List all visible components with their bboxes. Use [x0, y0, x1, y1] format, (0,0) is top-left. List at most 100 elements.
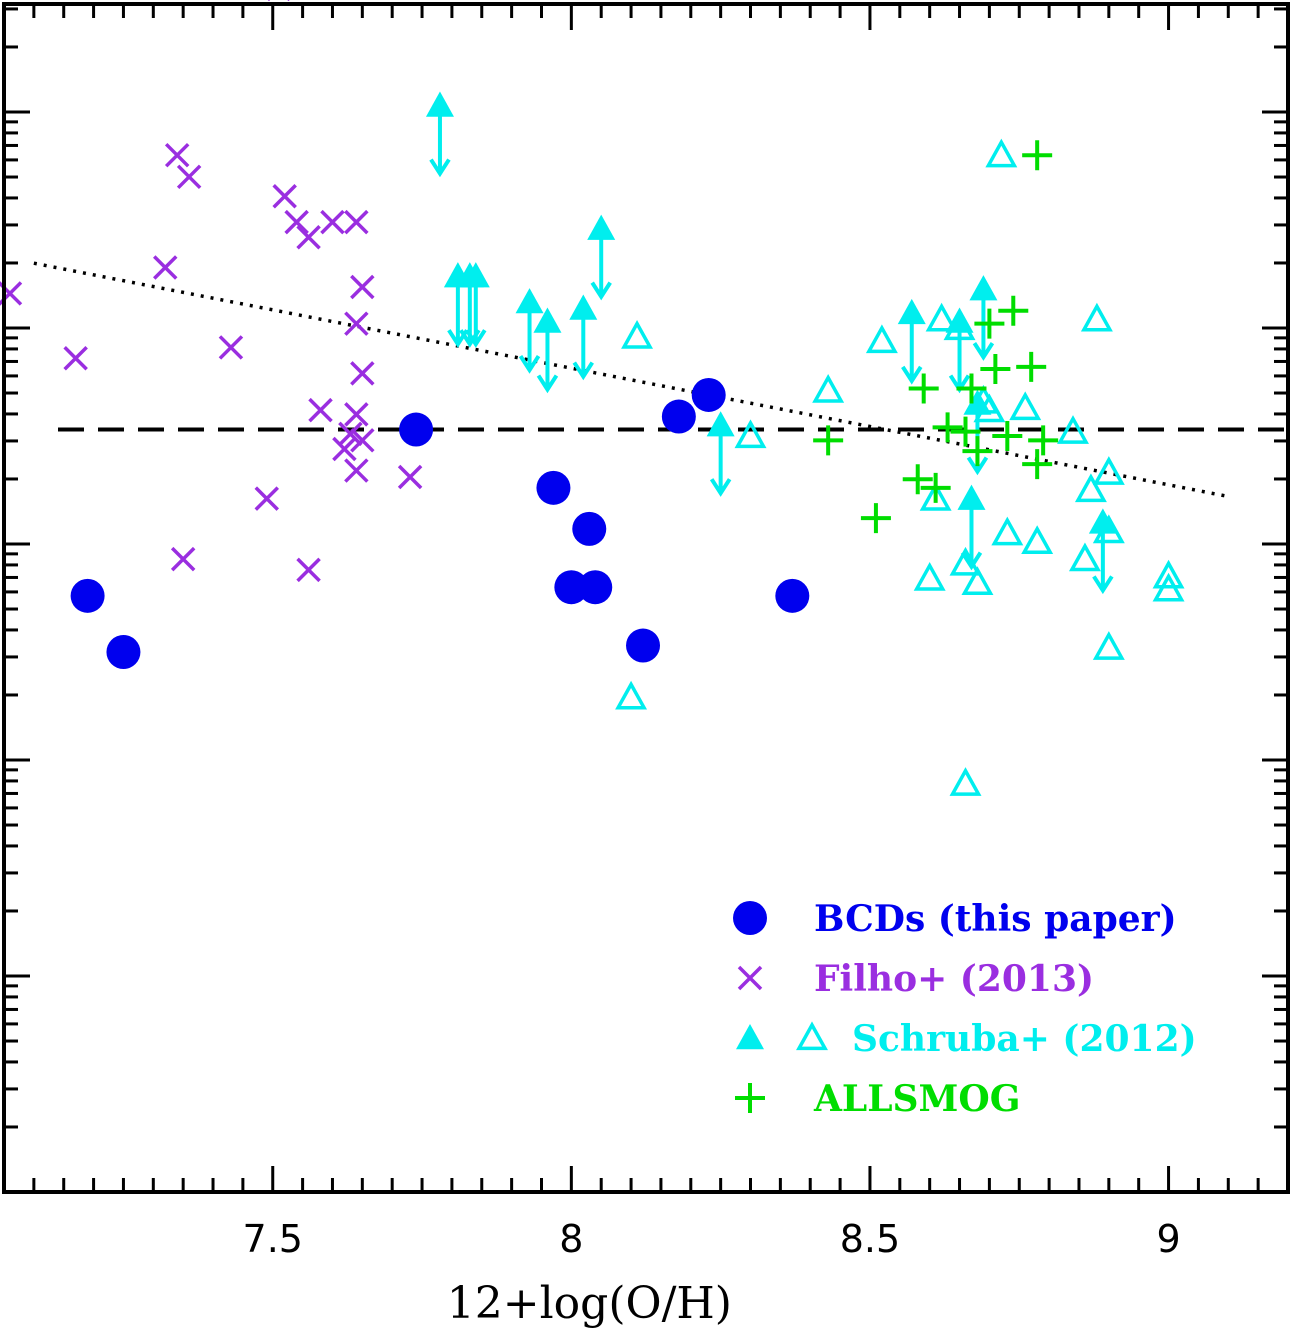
upper-limit-arrow	[590, 228, 612, 301]
data-point	[1021, 525, 1054, 554]
marker-shape	[969, 275, 998, 301]
upper-limit-arrow	[960, 498, 983, 571]
marker-shape	[569, 294, 598, 320]
marker-shape	[455, 262, 484, 288]
data-point	[991, 516, 1024, 546]
marker-shape	[425, 91, 454, 117]
x-tick-label: 9	[1156, 1217, 1180, 1261]
upper-limit-arrow	[429, 105, 451, 178]
data-point	[908, 373, 939, 404]
marker-shape	[737, 965, 763, 991]
marker-shape	[536, 470, 571, 505]
marker-shape	[615, 680, 648, 710]
data-point	[1088, 508, 1117, 595]
legend: BCDs (this paper) Filho+ (2013) Schruba+ (…	[733, 898, 1197, 1120]
legend-label: ALLSMOG	[813, 1078, 1021, 1120]
data-point	[399, 412, 434, 447]
x-tick-labels: 7.5 8 8.5 9	[243, 1217, 1181, 1261]
marker-shape	[1009, 391, 1042, 421]
data-point	[919, 482, 952, 511]
data-point	[106, 635, 141, 669]
data-point	[296, 225, 321, 250]
data-point	[925, 302, 958, 332]
marker-shape	[691, 377, 726, 412]
marker-shape	[1074, 473, 1107, 503]
marker-shape	[587, 214, 616, 240]
marker-shape	[985, 138, 1018, 168]
data-point	[397, 464, 423, 490]
marker-shape	[932, 412, 963, 443]
marker-shape	[956, 373, 987, 404]
data-point	[950, 416, 981, 447]
data-point	[812, 374, 845, 403]
marker-shape	[296, 557, 321, 583]
upper-limit-arrow	[518, 302, 541, 374]
data-point	[661, 399, 696, 434]
marker-shape	[945, 307, 974, 333]
marker-shape	[63, 346, 88, 371]
data-point	[344, 458, 369, 483]
data-point	[962, 436, 993, 467]
marker-shape	[176, 164, 202, 190]
data-point	[626, 628, 661, 663]
data-point	[932, 412, 963, 443]
marker-shape	[254, 486, 280, 511]
data-point	[164, 142, 190, 168]
marker-shape	[164, 142, 190, 168]
upper-limit-arrow	[536, 321, 559, 394]
marker-shape	[1057, 415, 1089, 444]
data-point	[296, 557, 321, 583]
legend-entry: ALLSMOG	[735, 1078, 1021, 1120]
marker-shape	[865, 324, 898, 354]
marker-shape	[1080, 302, 1113, 332]
data-point	[974, 308, 1005, 339]
data-point	[569, 294, 598, 381]
series-schruba-2012-	[615, 138, 1185, 796]
marker-shape	[344, 402, 369, 427]
marker-shape	[308, 397, 333, 423]
data-point	[706, 411, 735, 497]
marker-shape	[399, 412, 434, 447]
marker-shape	[218, 335, 244, 360]
marker-shape	[1092, 631, 1125, 660]
data-point	[284, 209, 309, 235]
marker-shape	[296, 225, 321, 250]
legend-entry: Filho+ (2013)	[737, 958, 1094, 1000]
marker-shape	[1068, 542, 1101, 572]
legend-marker	[736, 1024, 764, 1050]
x-axis-title: 12+log(O/H)	[447, 1278, 732, 1329]
data-point	[998, 295, 1029, 326]
data-point	[170, 546, 196, 572]
data-point	[320, 209, 345, 235]
data-point	[533, 307, 562, 394]
legend-entry: Schruba+ (2012)	[736, 1018, 1197, 1060]
marker-shape	[920, 472, 951, 503]
data-point	[1022, 140, 1053, 171]
marker-shape	[812, 374, 845, 403]
data-point	[1009, 391, 1042, 421]
marker-shape	[344, 311, 369, 336]
marker-shape	[736, 1024, 764, 1050]
legend-marker	[737, 965, 763, 991]
marker-shape	[860, 503, 891, 534]
data-point	[691, 377, 726, 412]
data-point	[344, 402, 369, 427]
marker-shape	[572, 511, 607, 546]
x-tick-label: 8	[559, 1217, 583, 1261]
reference-lines	[33, 261, 1288, 499]
data-point	[1068, 542, 1101, 572]
data-point	[1080, 302, 1113, 332]
data-point	[1074, 473, 1107, 503]
data-point	[344, 209, 369, 235]
marker-shape	[170, 546, 196, 572]
marker-shape	[796, 1021, 828, 1051]
marker-shape	[350, 361, 375, 386]
data-point	[949, 767, 982, 796]
data-point	[254, 486, 280, 511]
data-point	[338, 421, 363, 447]
plot-frame	[2, 2, 1290, 1194]
marker-shape	[974, 308, 1005, 339]
marker-shape	[554, 570, 589, 605]
data-point	[350, 274, 375, 300]
